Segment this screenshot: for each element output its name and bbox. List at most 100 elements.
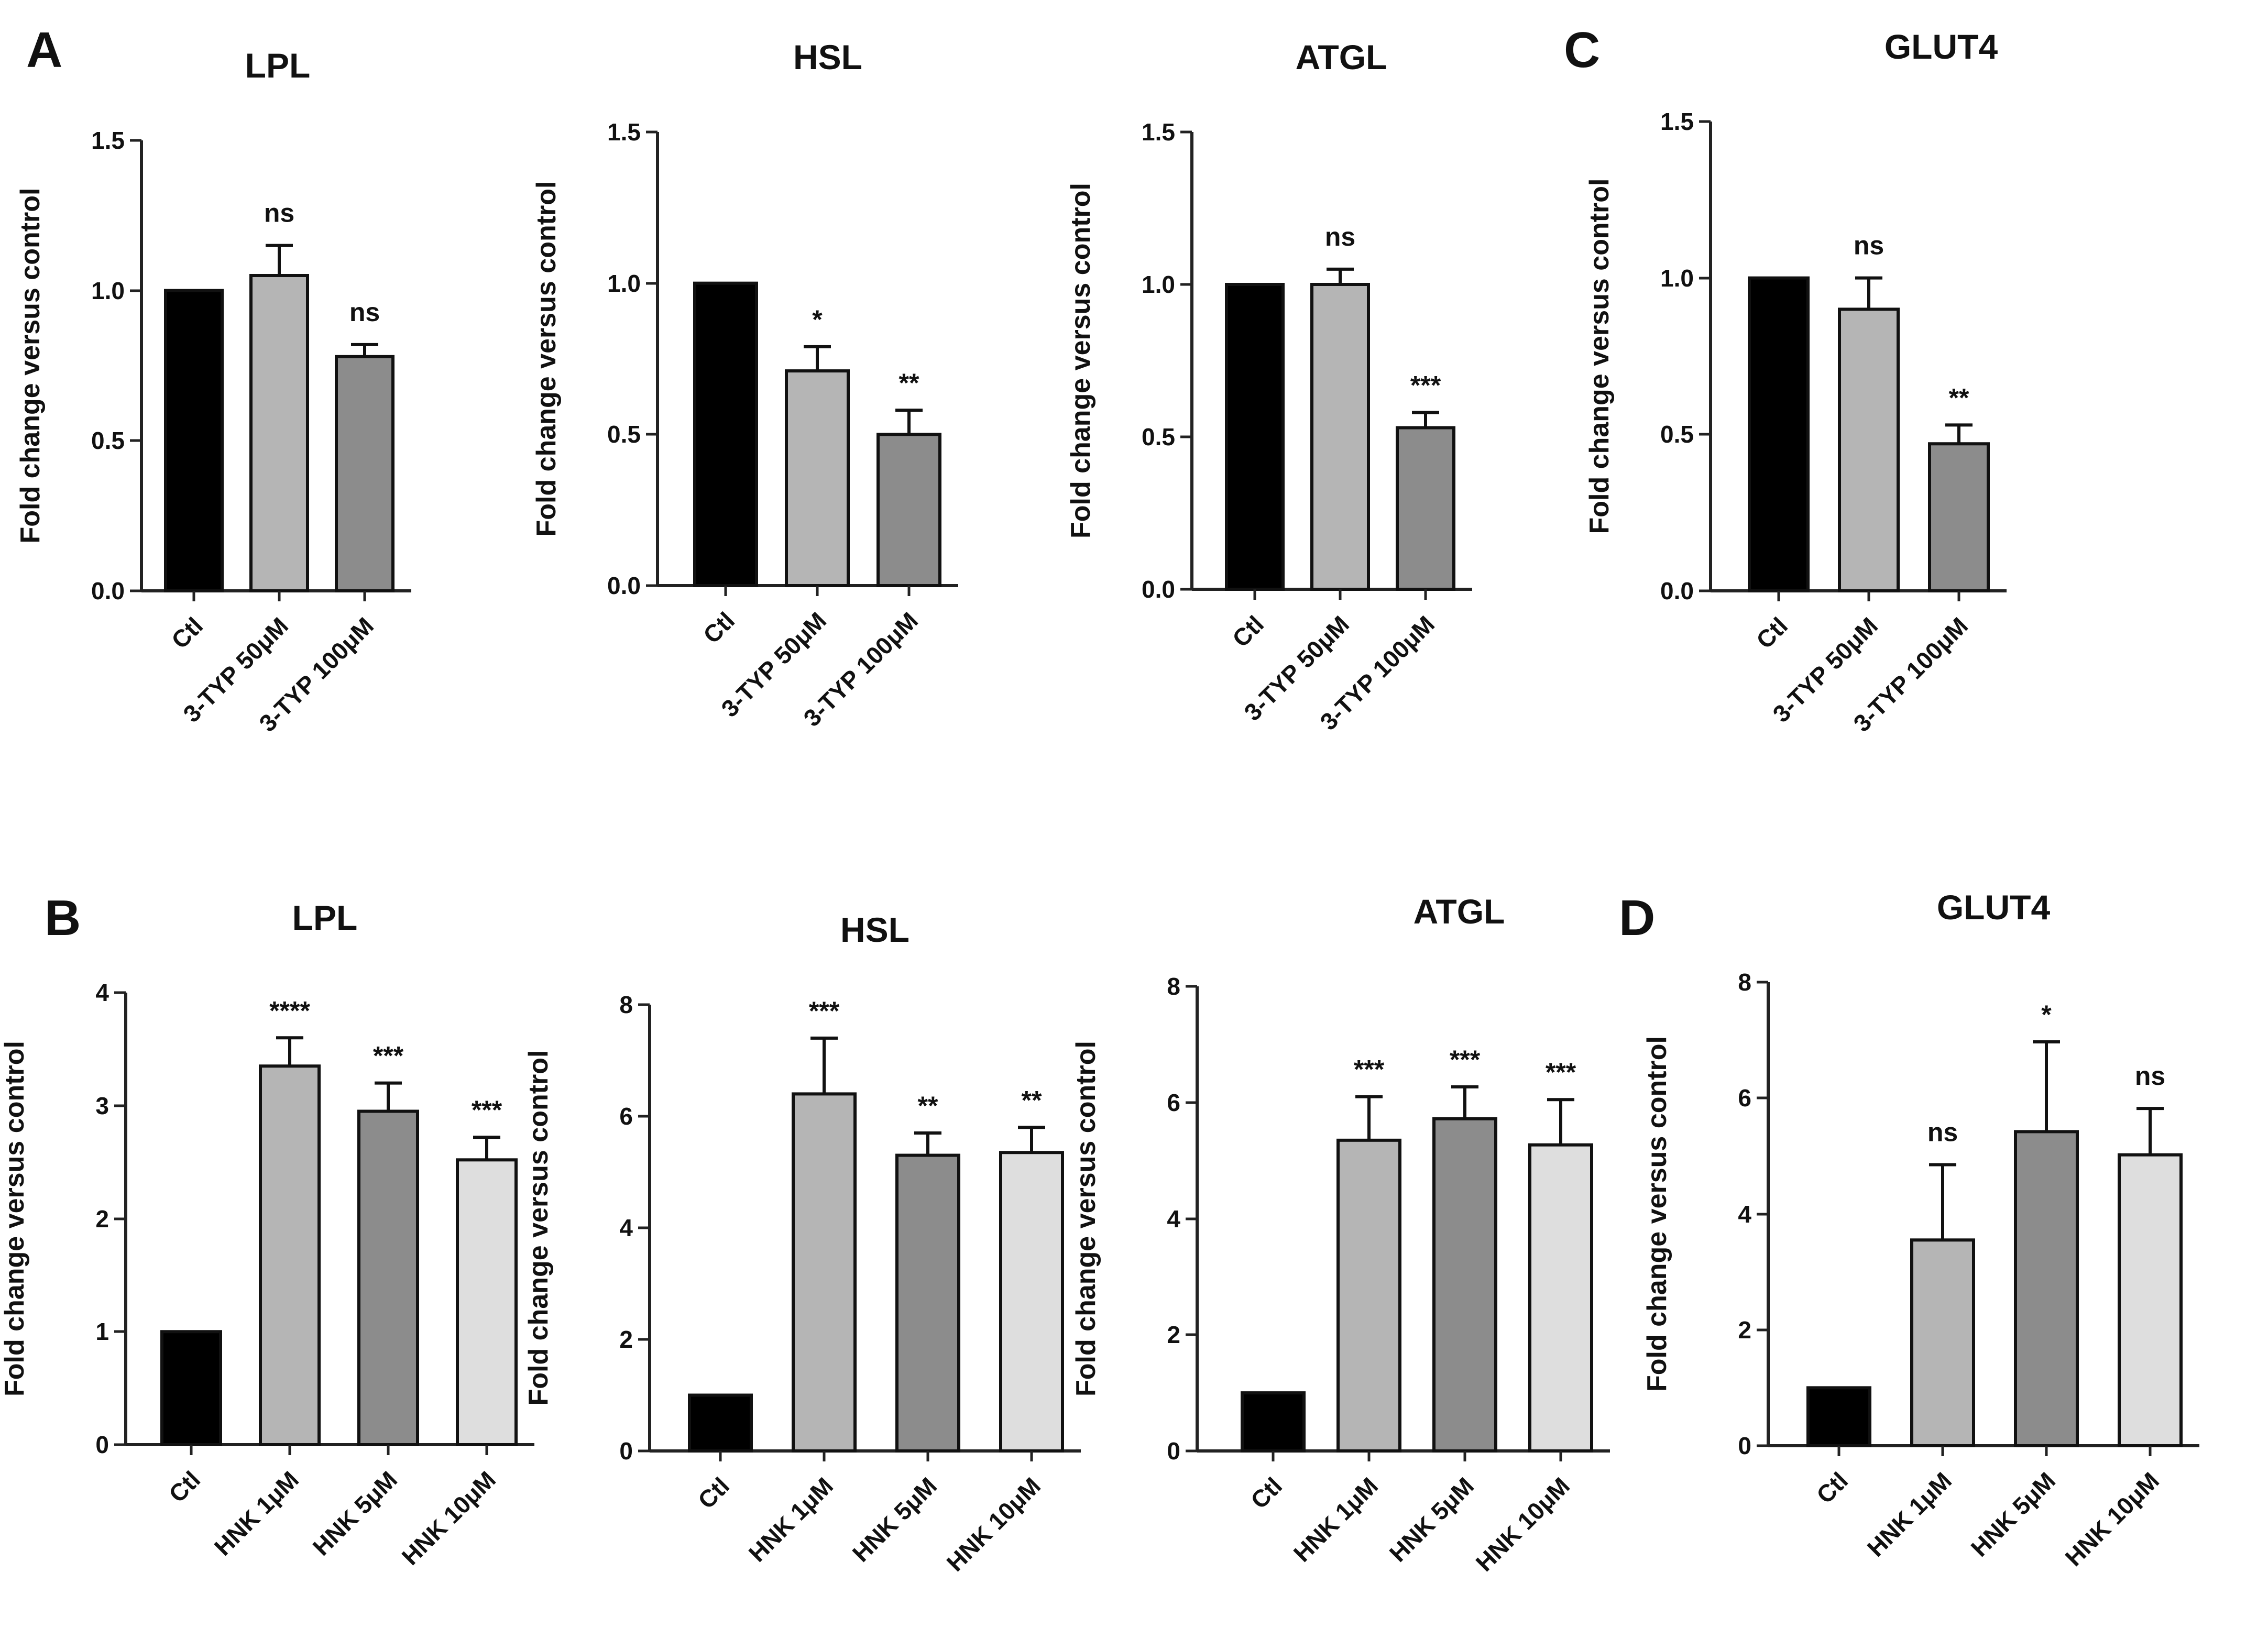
chart-a-lpl-0: LPL Fold change versus control 0.0 0.5 1.0 1.… bbox=[15, 46, 411, 737]
y-tick-label: 0.0 bbox=[1660, 577, 1694, 604]
y-tick-label: 2 bbox=[95, 1205, 109, 1233]
bar bbox=[259, 1064, 321, 1447]
y-tick-label: 2 bbox=[619, 1326, 633, 1353]
chart-b-atgl-6: ATGL Fold change versus control 0 2 4 6 8 Ctl **… bbox=[1071, 892, 1610, 1577]
category-label: HNK 10μM bbox=[397, 1466, 501, 1570]
y-tick-label: 4 bbox=[619, 1214, 633, 1241]
chart-title: LPL bbox=[245, 46, 311, 85]
bar bbox=[1838, 307, 1900, 592]
bar bbox=[160, 1330, 222, 1446]
y-tick-label: 0 bbox=[95, 1431, 109, 1458]
significance-label: ** bbox=[1949, 383, 1969, 412]
significance-label: ns bbox=[1854, 231, 1884, 260]
category-label: HNK 1μM bbox=[1288, 1472, 1383, 1567]
significance-label: *** bbox=[809, 996, 840, 1026]
chart-a-atgl-2: ATGL Fold change versus control 0.0 0.5 1.0 1… bbox=[1066, 38, 1472, 735]
panel-letter-a: A bbox=[26, 22, 62, 78]
bar bbox=[688, 1393, 753, 1453]
category-label: HNK 5μM bbox=[847, 1472, 942, 1567]
category-label: HNK 5μM bbox=[1384, 1472, 1479, 1567]
bar bbox=[335, 355, 395, 592]
y-tick-label: 1 bbox=[95, 1318, 109, 1345]
y-axis-label: Fold change versus control bbox=[1584, 178, 1615, 534]
category-label: HNK 5μM bbox=[1966, 1467, 2061, 1561]
bar bbox=[693, 281, 758, 587]
significance-label: * bbox=[2041, 1000, 2052, 1029]
significance-label: ns bbox=[349, 298, 380, 327]
y-tick-label: 2 bbox=[1167, 1321, 1180, 1348]
bar bbox=[895, 1153, 960, 1453]
y-axis-label: Fold change versus control bbox=[531, 181, 562, 536]
bar bbox=[999, 1151, 1064, 1453]
y-tick-label: 6 bbox=[1167, 1089, 1180, 1116]
y-tick-label: 0.0 bbox=[91, 577, 125, 604]
bar bbox=[2118, 1153, 2183, 1448]
y-tick-label: 0 bbox=[1167, 1437, 1180, 1465]
category-label: Ctl bbox=[1227, 610, 1269, 652]
bar bbox=[1528, 1143, 1593, 1453]
bar bbox=[1336, 1138, 1401, 1453]
y-tick-label: 1.0 bbox=[91, 277, 125, 304]
category-label: HNK 1μM bbox=[209, 1466, 304, 1560]
y-tick-label: 0.0 bbox=[1142, 576, 1175, 603]
chart-b-lpl-4: LPL Fold change versus control 0 1 2 3 4 Ctl ***… bbox=[0, 898, 534, 1570]
y-axis-label: Fold change versus control bbox=[15, 188, 46, 543]
chart-title: LPL bbox=[292, 898, 358, 937]
bar bbox=[1241, 1391, 1306, 1453]
chart-title: ATGL bbox=[1414, 892, 1505, 931]
y-tick-label: 4 bbox=[1167, 1205, 1180, 1233]
chart-title: GLUT4 bbox=[1937, 888, 2051, 927]
bar bbox=[164, 289, 224, 592]
bar bbox=[1432, 1117, 1497, 1453]
significance-label: ns bbox=[2135, 1061, 2165, 1091]
significance-label: *** bbox=[1354, 1055, 1385, 1084]
y-tick-label: 4 bbox=[95, 979, 109, 1006]
category-label: Ctl bbox=[1245, 1472, 1287, 1514]
y-axis-label: Fold change versus control bbox=[1642, 1036, 1672, 1392]
category-label: HNK 10μM bbox=[2060, 1467, 2164, 1571]
bar bbox=[792, 1092, 857, 1453]
significance-label: ** bbox=[918, 1091, 938, 1120]
y-tick-label: 0 bbox=[619, 1437, 633, 1465]
category-label: Ctl bbox=[163, 1466, 205, 1508]
y-tick-label: 6 bbox=[1738, 1084, 1751, 1112]
bar bbox=[1225, 283, 1285, 591]
y-tick-label: 0.5 bbox=[1142, 423, 1175, 450]
panel-letter-c: C bbox=[1564, 22, 1600, 78]
panel-letter-b: B bbox=[45, 890, 81, 946]
category-label: HNK 1μM bbox=[743, 1472, 838, 1567]
y-tick-label: 0 bbox=[1738, 1432, 1751, 1459]
category-label: Ctl bbox=[1811, 1467, 1853, 1509]
y-tick-label: 1.5 bbox=[1142, 118, 1175, 146]
chart-title: HSL bbox=[840, 910, 910, 949]
significance-label: *** bbox=[1450, 1045, 1481, 1074]
charts: LPL Fold change versus control 0.0 0.5 1.0 1.… bbox=[0, 27, 2199, 1577]
bar bbox=[1310, 283, 1370, 591]
category-label: Ctl bbox=[166, 612, 208, 654]
y-axis-label: Fold change versus control bbox=[1071, 1041, 1101, 1396]
significance-label: ns bbox=[1325, 222, 1355, 251]
y-tick-label: 1.0 bbox=[607, 270, 641, 297]
y-tick-label: 8 bbox=[1167, 973, 1180, 1000]
y-tick-label: 1.5 bbox=[607, 118, 641, 146]
category-label: HNK 10μM bbox=[1471, 1472, 1575, 1576]
panel-letter-d: D bbox=[1619, 890, 1655, 946]
bar bbox=[456, 1158, 518, 1447]
y-tick-label: 2 bbox=[1738, 1316, 1751, 1344]
category-label: Ctl bbox=[698, 607, 740, 648]
y-tick-label: 8 bbox=[1738, 969, 1751, 996]
y-tick-label: 1.5 bbox=[91, 127, 125, 154]
y-axis-label: Fold change versus control bbox=[0, 1041, 30, 1396]
chart-d-glut4-7: GLUT4 Fold change versus control 0 2 4 6 8 Ctl n… bbox=[1642, 888, 2199, 1571]
significance-label: ** bbox=[899, 368, 919, 398]
significance-label: *** bbox=[472, 1095, 502, 1125]
y-axis-label: Fold change versus control bbox=[1066, 183, 1096, 538]
y-tick-label: 0.5 bbox=[607, 421, 641, 448]
chart-title: HSL bbox=[793, 38, 862, 76]
category-label: HNK 1μM bbox=[1862, 1467, 1957, 1561]
bar bbox=[785, 369, 850, 587]
y-tick-label: 4 bbox=[1738, 1201, 1751, 1228]
y-tick-label: 8 bbox=[619, 991, 633, 1018]
y-tick-label: 1.0 bbox=[1660, 265, 1694, 292]
